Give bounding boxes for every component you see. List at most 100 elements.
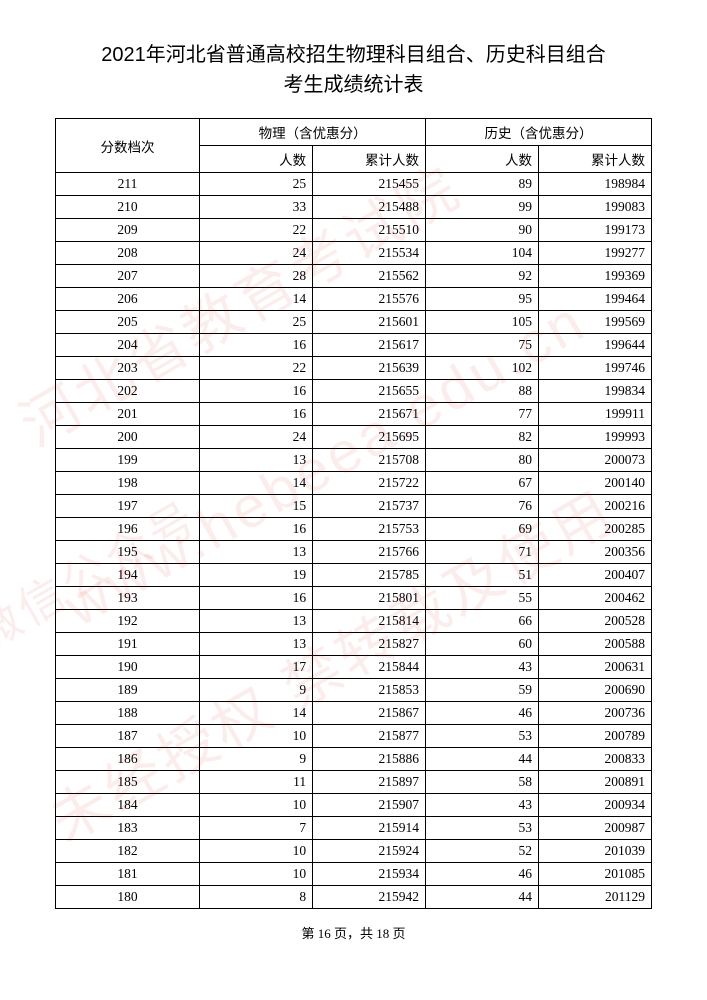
- page-footer: 第 16 页，共 18 页: [55, 923, 652, 942]
- cell-history-count: 95: [426, 288, 539, 311]
- cell-history-count: 89: [426, 173, 539, 196]
- cell-history-count: 92: [426, 265, 539, 288]
- cell-history-cum: 200140: [539, 472, 652, 495]
- cell-history-cum: 200073: [539, 449, 652, 472]
- cell-score: 201: [56, 403, 200, 426]
- cell-physics-cum: 215785: [313, 564, 426, 587]
- cell-history-count: 80: [426, 449, 539, 472]
- cell-physics-cum: 215455: [313, 173, 426, 196]
- cell-history-cum: 200736: [539, 702, 652, 725]
- cell-physics-cum: 215655: [313, 380, 426, 403]
- cell-history-cum: 199464: [539, 288, 652, 311]
- cell-history-count: 52: [426, 840, 539, 863]
- cell-history-count: 105: [426, 311, 539, 334]
- cell-score: 191: [56, 633, 200, 656]
- score-table: 分数档次 物理（含优惠分） 历史（含优惠分） 人数 累计人数 人数 累计人数 2…: [55, 118, 652, 909]
- cell-score: 202: [56, 380, 200, 403]
- cell-history-count: 102: [426, 357, 539, 380]
- cell-history-cum: 201039: [539, 840, 652, 863]
- cell-history-cum: 200588: [539, 633, 652, 656]
- cell-physics-cum: 215488: [313, 196, 426, 219]
- cell-physics-cum: 215562: [313, 265, 426, 288]
- cell-score: 205: [56, 311, 200, 334]
- cell-score: 194: [56, 564, 200, 587]
- cell-physics-cum: 215853: [313, 679, 426, 702]
- cell-physics-count: 9: [200, 679, 313, 702]
- cell-history-cum: 201129: [539, 886, 652, 909]
- table-row: 189921585359200690: [56, 679, 652, 702]
- cell-physics-cum: 215753: [313, 518, 426, 541]
- cell-physics-count: 16: [200, 403, 313, 426]
- cell-history-count: 46: [426, 702, 539, 725]
- cell-physics-cum: 215601: [313, 311, 426, 334]
- cell-history-count: 99: [426, 196, 539, 219]
- table-row: 2041621561775199644: [56, 334, 652, 357]
- cell-score: 184: [56, 794, 200, 817]
- cell-history-cum: 200462: [539, 587, 652, 610]
- cell-history-cum: 200987: [539, 817, 652, 840]
- cell-history-count: 53: [426, 817, 539, 840]
- cell-physics-count: 10: [200, 794, 313, 817]
- cell-physics-count: 22: [200, 357, 313, 380]
- table-row: 1941921578551200407: [56, 564, 652, 587]
- table-row: 1931621580155200462: [56, 587, 652, 610]
- cell-score: 186: [56, 748, 200, 771]
- cell-history-count: 69: [426, 518, 539, 541]
- cell-history-count: 58: [426, 771, 539, 794]
- table-row: 2011621567177199911: [56, 403, 652, 426]
- header-history-count: 人数: [426, 146, 539, 173]
- title-line-1: 2021年河北省普通高校招生物理科目组合、历史科目组合: [101, 44, 606, 66]
- cell-physics-cum: 215814: [313, 610, 426, 633]
- cell-history-cum: 198984: [539, 173, 652, 196]
- table-row: 2092221551090199173: [56, 219, 652, 242]
- cell-physics-cum: 215942: [313, 886, 426, 909]
- cell-physics-count: 17: [200, 656, 313, 679]
- cell-history-cum: 199834: [539, 380, 652, 403]
- cell-physics-count: 8: [200, 886, 313, 909]
- cell-physics-count: 33: [200, 196, 313, 219]
- cell-history-cum: 199569: [539, 311, 652, 334]
- table-row: 1911321582760200588: [56, 633, 652, 656]
- table-row: 1841021590743200934: [56, 794, 652, 817]
- header-history-group: 历史（含优惠分）: [426, 119, 652, 146]
- cell-physics-count: 13: [200, 633, 313, 656]
- cell-physics-cum: 215897: [313, 771, 426, 794]
- table-row: 2072821556292199369: [56, 265, 652, 288]
- cell-score: 181: [56, 863, 200, 886]
- cell-score: 196: [56, 518, 200, 541]
- cell-physics-count: 10: [200, 840, 313, 863]
- cell-physics-count: 15: [200, 495, 313, 518]
- cell-history-count: 44: [426, 886, 539, 909]
- cell-history-cum: 201085: [539, 863, 652, 886]
- cell-physics-count: 7: [200, 817, 313, 840]
- header-history-cum: 累计人数: [539, 146, 652, 173]
- cell-physics-count: 14: [200, 472, 313, 495]
- cell-score: 210: [56, 196, 200, 219]
- cell-history-count: 77: [426, 403, 539, 426]
- table-body: 2112521545589198984210332154889919908320…: [56, 173, 652, 909]
- cell-score: 203: [56, 357, 200, 380]
- document-page: 河北省教育考试院 www.hebeea.edu.cn 未经授权 禁转载及使用 微…: [0, 0, 707, 972]
- cell-history-count: 82: [426, 426, 539, 449]
- cell-physics-cum: 215737: [313, 495, 426, 518]
- header-physics-cum: 累计人数: [313, 146, 426, 173]
- header-physics-group: 物理（含优惠分）: [200, 119, 426, 146]
- cell-score: 211: [56, 173, 200, 196]
- cell-score: 180: [56, 886, 200, 909]
- cell-physics-count: 24: [200, 242, 313, 265]
- cell-score: 198: [56, 472, 200, 495]
- cell-history-cum: 199083: [539, 196, 652, 219]
- table-row: 180821594244201129: [56, 886, 652, 909]
- cell-physics-cum: 215708: [313, 449, 426, 472]
- table-row: 1961621575369200285: [56, 518, 652, 541]
- table-row: 20525215601105199569: [56, 311, 652, 334]
- cell-score: 195: [56, 541, 200, 564]
- cell-physics-count: 10: [200, 863, 313, 886]
- cell-physics-count: 24: [200, 426, 313, 449]
- cell-physics-cum: 215695: [313, 426, 426, 449]
- cell-physics-count: 16: [200, 518, 313, 541]
- cell-history-cum: 200690: [539, 679, 652, 702]
- cell-score: 188: [56, 702, 200, 725]
- cell-physics-count: 16: [200, 380, 313, 403]
- cell-score: 208: [56, 242, 200, 265]
